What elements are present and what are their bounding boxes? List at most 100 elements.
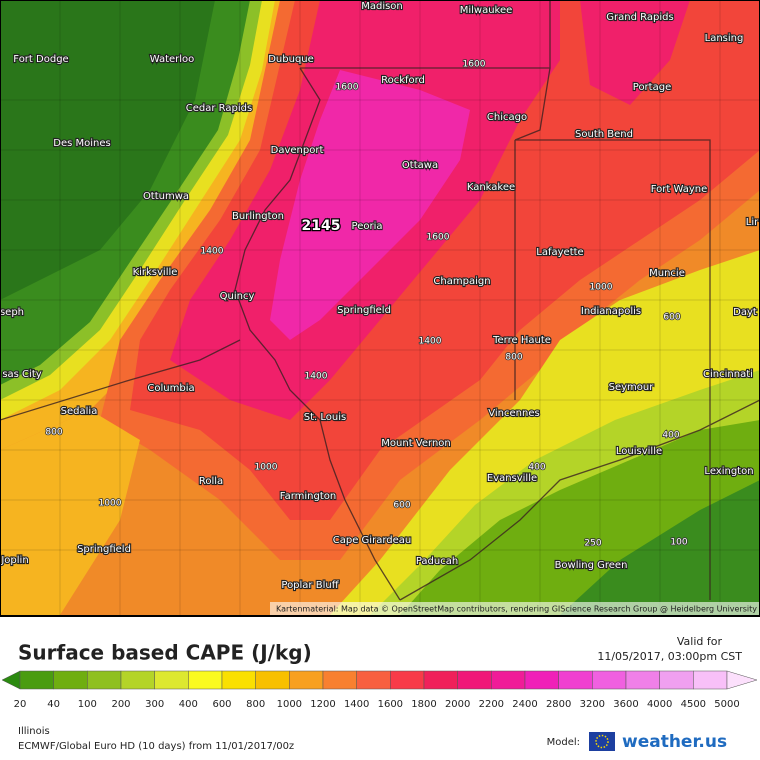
legend-swatch bbox=[188, 670, 223, 690]
legend-label: 3200 bbox=[580, 699, 605, 710]
city-label: Fort Dodge bbox=[13, 54, 68, 65]
city-label: Columbia bbox=[147, 383, 194, 394]
city-label: Fort Wayne bbox=[651, 184, 708, 195]
city-label: Cape Girardeau bbox=[333, 535, 411, 546]
legend-label: 200 bbox=[111, 699, 130, 710]
city-label: Lansing bbox=[705, 33, 744, 44]
valid-label: Valid for bbox=[677, 635, 723, 648]
city-label: Champaign bbox=[433, 276, 490, 287]
city-label: Davenport bbox=[271, 145, 324, 156]
city-label: Cedar Rapids bbox=[186, 103, 252, 114]
legend-label: 40 bbox=[47, 699, 60, 710]
city-label: Burlington bbox=[232, 211, 284, 222]
legend-label: 20 bbox=[14, 699, 27, 710]
contour-label: 1000 bbox=[590, 283, 613, 293]
contour-label: 400 bbox=[528, 463, 545, 473]
legend-label: 2200 bbox=[479, 699, 504, 710]
contour-label: 1600 bbox=[463, 60, 486, 70]
region: Illinois bbox=[18, 726, 50, 737]
city-label: Rockford bbox=[381, 75, 425, 86]
contour-label: 1000 bbox=[255, 463, 278, 473]
title: Surface based CAPE (J/kg) bbox=[18, 641, 312, 665]
city-label: Kankakee bbox=[467, 182, 515, 193]
legend-swatch bbox=[659, 670, 694, 690]
legend-label: 300 bbox=[145, 699, 164, 710]
legend-swatch bbox=[154, 670, 189, 690]
city-label: Poplar Bluff bbox=[281, 580, 339, 591]
band bbox=[580, 0, 690, 105]
city-label: Cincinnati bbox=[703, 369, 753, 380]
legend-swatch bbox=[457, 670, 492, 690]
city-labels: Madison Milwaukee Grand Rapids Lansing Fort … bbox=[0, 0, 760, 592]
city-label: Waterloo bbox=[150, 54, 195, 65]
city-label: seph bbox=[0, 307, 24, 318]
city-label: Vincennes bbox=[488, 408, 539, 419]
legend-swatch bbox=[592, 670, 627, 690]
band bbox=[270, 70, 470, 340]
valid-time: 11/05/2017, 03:00pm CST bbox=[597, 650, 742, 663]
city-label: Seymour bbox=[609, 382, 655, 393]
legend: 20 40 100 200 300 400 600 800 1000 1200 1400 1600 18… bbox=[1, 670, 758, 710]
legend-label: 3600 bbox=[613, 699, 638, 710]
band bbox=[0, 410, 140, 615]
legend-label: 1400 bbox=[344, 699, 369, 710]
band bbox=[0, 0, 215, 300]
city-label: Mount Vernon bbox=[381, 438, 450, 449]
legend-label: 1600 bbox=[378, 699, 403, 710]
city-label: Dayt bbox=[733, 307, 757, 318]
legend-swatch bbox=[693, 670, 728, 690]
eu-flag bbox=[589, 732, 615, 751]
contour-label: 800 bbox=[505, 353, 522, 363]
city-label: St. Louis bbox=[304, 412, 346, 423]
contour-label: 800 bbox=[45, 428, 62, 438]
city-label: Dubuque bbox=[268, 54, 314, 65]
legend-label: 400 bbox=[179, 699, 198, 710]
eu-stars bbox=[595, 734, 609, 749]
city-label: Joplin bbox=[0, 555, 28, 566]
city-label: Ottawa bbox=[402, 160, 438, 171]
legend-swatch bbox=[120, 670, 155, 690]
city-label: Kirksville bbox=[133, 267, 178, 278]
contour-label: 600 bbox=[663, 313, 680, 323]
contour-label: 1400 bbox=[201, 247, 224, 257]
legend-swatch bbox=[53, 670, 88, 690]
attribution: Kartenmaterial: Map data © OpenStreetMap… bbox=[276, 605, 757, 614]
city-label: Grand Rapids bbox=[606, 12, 673, 23]
legend-label: 100 bbox=[78, 699, 97, 710]
legend-label: 2000 bbox=[445, 699, 470, 710]
city-label: Paducah bbox=[416, 556, 458, 567]
city-label: South Bend bbox=[575, 129, 633, 140]
legend-arrow bbox=[726, 670, 758, 690]
legend-swatch bbox=[625, 670, 660, 690]
city-label: Des Moines bbox=[53, 138, 110, 149]
legend-swatch bbox=[390, 670, 425, 690]
city-label: Milwaukee bbox=[460, 5, 513, 16]
legend-label: 2400 bbox=[512, 699, 537, 710]
city-label: Louisville bbox=[616, 446, 662, 457]
legend-swatch bbox=[255, 670, 290, 690]
city-label: Indianapolis bbox=[581, 306, 641, 317]
city-label: Springfield bbox=[77, 544, 131, 555]
contour-label: 250 bbox=[584, 539, 601, 549]
legend-label: 1800 bbox=[411, 699, 436, 710]
contour-label: 1600 bbox=[427, 233, 450, 243]
legend-swatch bbox=[221, 670, 256, 690]
map: Madison Milwaukee Grand Rapids Lansing Fort … bbox=[0, 0, 760, 617]
city-label: Ottumwa bbox=[143, 191, 189, 202]
city-label: Rolla bbox=[199, 476, 223, 487]
legend-swatch bbox=[87, 670, 122, 690]
model-label: Model: bbox=[547, 737, 580, 748]
contour-label: 1600 bbox=[336, 83, 359, 93]
legend-swatch bbox=[423, 670, 458, 690]
model-run: ECMWF/Global Euro HD (10 days) from 11/0… bbox=[18, 741, 294, 752]
legend-swatch bbox=[19, 670, 54, 690]
legend-label: 600 bbox=[212, 699, 231, 710]
brand: weather.us bbox=[622, 732, 727, 752]
state-border bbox=[0, 0, 760, 601]
city-label: sas City bbox=[2, 369, 41, 380]
city-label: Muncie bbox=[649, 268, 685, 279]
city-label: Lafayette bbox=[536, 247, 583, 258]
contour-label: 1400 bbox=[305, 372, 328, 382]
city-label: Chicago bbox=[487, 112, 527, 123]
